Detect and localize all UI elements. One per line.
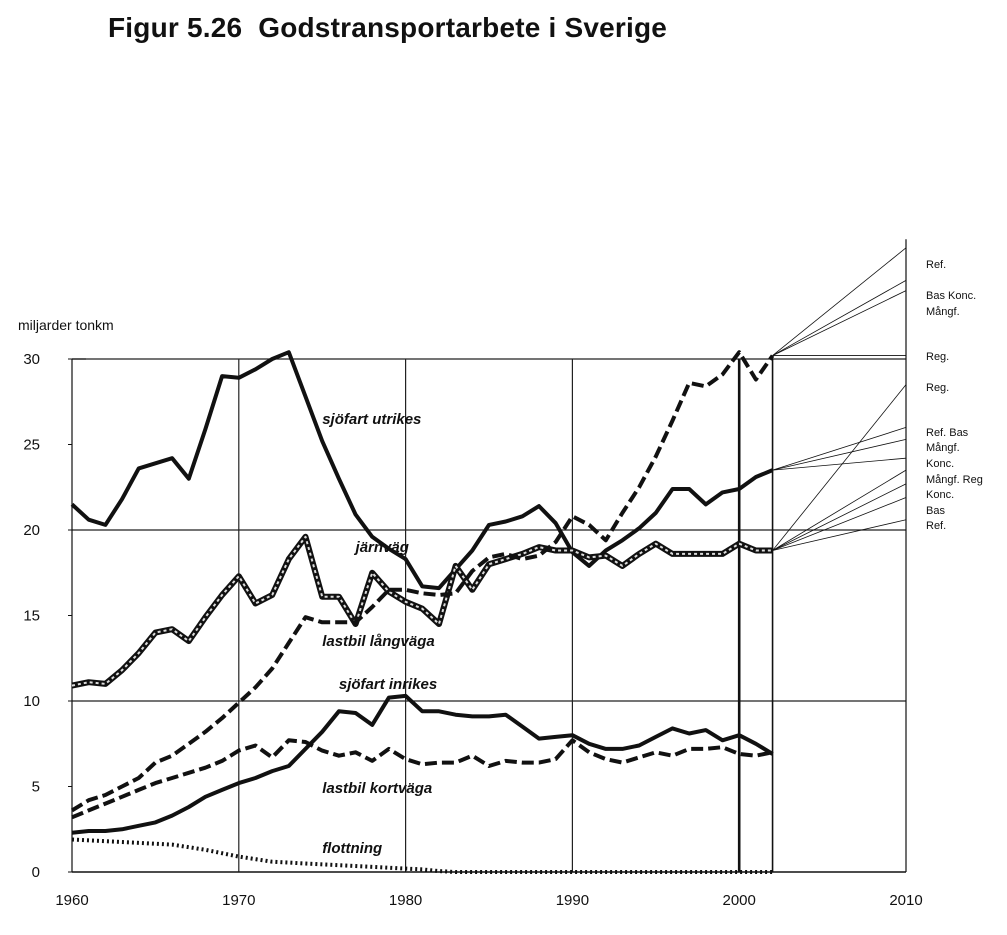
- y-tick-label: 5: [32, 779, 40, 796]
- scenario-label: Reg.: [926, 351, 949, 363]
- series-lastbil-kortväga: [71, 738, 773, 820]
- y-tick-label: 0: [32, 864, 40, 881]
- scenario-label: Bas: [926, 505, 945, 517]
- projection-line: [772, 457, 907, 471]
- series-järnväg: [71, 533, 773, 689]
- series-label: lastbil långväga: [322, 633, 435, 650]
- x-tick-label: 1980: [389, 892, 422, 909]
- scenario-label: Ref.: [926, 520, 946, 532]
- projection-line: [772, 279, 907, 356]
- series-label: järnväg: [354, 539, 409, 556]
- projection-line: [772, 469, 907, 551]
- x-tick-label: 1960: [55, 892, 88, 909]
- chart-axes: 0 5 10 15 20 25 30 1960 1970 1980 1990 2000 2010: [23, 351, 922, 909]
- series-label: sjöfart inrikes: [339, 676, 437, 693]
- series-järnväg-inner: [71, 535, 773, 687]
- projection-line: [772, 497, 907, 551]
- y-tick-label: 25: [23, 437, 40, 454]
- chart-labels: sjöfart utrikes järnväg lastbil långväga sj…: [322, 411, 437, 857]
- x-tick-label: 2000: [723, 892, 756, 909]
- projection-line: [772, 290, 907, 356]
- series-label: sjöfart utrikes: [322, 411, 421, 428]
- series-lastbil-långväga: [70, 350, 775, 813]
- y-tick-label: 30: [23, 351, 40, 368]
- x-tick-label: 1970: [222, 892, 255, 909]
- scenario-label: Mångf.: [926, 306, 960, 318]
- chart-series: [70, 350, 775, 874]
- scenario-label: Reg.: [926, 382, 949, 394]
- scenario-label: Bas Konc.: [926, 290, 976, 302]
- projection-line: [772, 438, 907, 471]
- series-sjöfart-inrikes: [71, 693, 774, 835]
- y-axis-label: miljarder tonkm: [18, 317, 114, 333]
- projection-line: [772, 483, 907, 551]
- y-tick-label: 15: [23, 608, 40, 625]
- x-tick-label: 2010: [889, 892, 922, 909]
- projection-line: [772, 519, 907, 551]
- scenario-label: Konc.: [926, 458, 954, 470]
- chart-grid: [72, 239, 907, 872]
- scenario-projections: Ref. Bas Konc. Mångf. Reg. Ref. Bas Mångf. Kon…: [772, 247, 983, 551]
- scenario-label: Ref. Bas: [926, 427, 969, 439]
- projection-line: [772, 247, 907, 356]
- series-label: flottning: [322, 840, 382, 857]
- scenario-label: Mångf.: [926, 442, 960, 454]
- scenario-label: Ref.: [926, 259, 946, 271]
- series-flottning: [71, 837, 773, 874]
- series-sjöfart-utrikes: [70, 350, 774, 591]
- scenario-label: Konc.: [926, 489, 954, 501]
- y-tick-label: 10: [23, 693, 40, 710]
- x-tick-label: 1990: [556, 892, 589, 909]
- y-tick-label: 20: [23, 522, 40, 539]
- projection-line: [772, 427, 907, 471]
- series-label: lastbil kortväga: [322, 780, 432, 797]
- figure-title: Figur 5.26 Godstransportarbete i Sverige: [108, 12, 668, 43]
- scenario-label: Mångf. Reg: [926, 474, 983, 486]
- projection-line: [772, 384, 907, 551]
